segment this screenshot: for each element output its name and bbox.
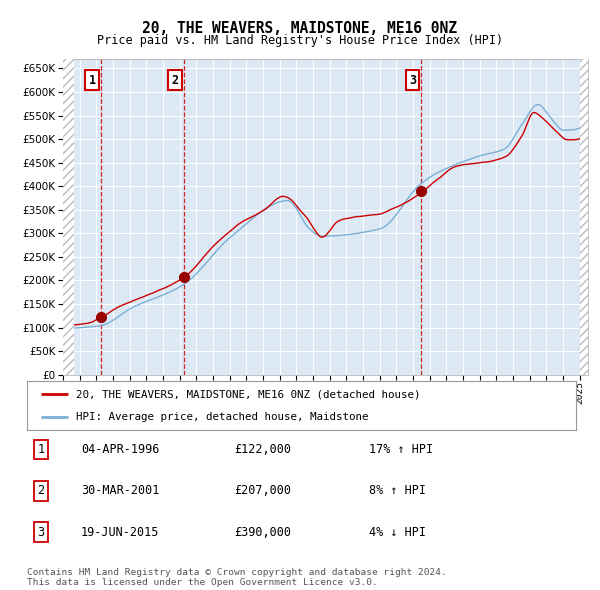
Text: 30-MAR-2001: 30-MAR-2001 (81, 484, 160, 497)
Text: HPI: Average price, detached house, Maidstone: HPI: Average price, detached house, Maid… (76, 412, 369, 422)
Text: 19-JUN-2015: 19-JUN-2015 (81, 526, 160, 539)
Text: Contains HM Land Registry data © Crown copyright and database right 2024.
This d: Contains HM Land Registry data © Crown c… (27, 568, 447, 587)
Text: 3: 3 (409, 74, 416, 87)
Text: £390,000: £390,000 (234, 526, 291, 539)
Text: £207,000: £207,000 (234, 484, 291, 497)
Text: 1: 1 (37, 443, 44, 456)
Text: 20, THE WEAVERS, MAIDSTONE, ME16 0NZ (detached house): 20, THE WEAVERS, MAIDSTONE, ME16 0NZ (de… (76, 389, 421, 399)
Text: 2: 2 (37, 484, 44, 497)
Text: Price paid vs. HM Land Registry's House Price Index (HPI): Price paid vs. HM Land Registry's House … (97, 34, 503, 47)
Text: 2: 2 (172, 74, 179, 87)
Text: 3: 3 (37, 526, 44, 539)
Text: £122,000: £122,000 (234, 443, 291, 456)
Text: 1: 1 (89, 74, 96, 87)
Text: 8% ↑ HPI: 8% ↑ HPI (369, 484, 426, 497)
Bar (580, 45, 589, 375)
Bar (63, 45, 74, 375)
Text: 4% ↓ HPI: 4% ↓ HPI (369, 526, 426, 539)
Text: 20, THE WEAVERS, MAIDSTONE, ME16 0NZ: 20, THE WEAVERS, MAIDSTONE, ME16 0NZ (143, 21, 458, 35)
Text: 04-APR-1996: 04-APR-1996 (81, 443, 160, 456)
Text: 17% ↑ HPI: 17% ↑ HPI (369, 443, 433, 456)
